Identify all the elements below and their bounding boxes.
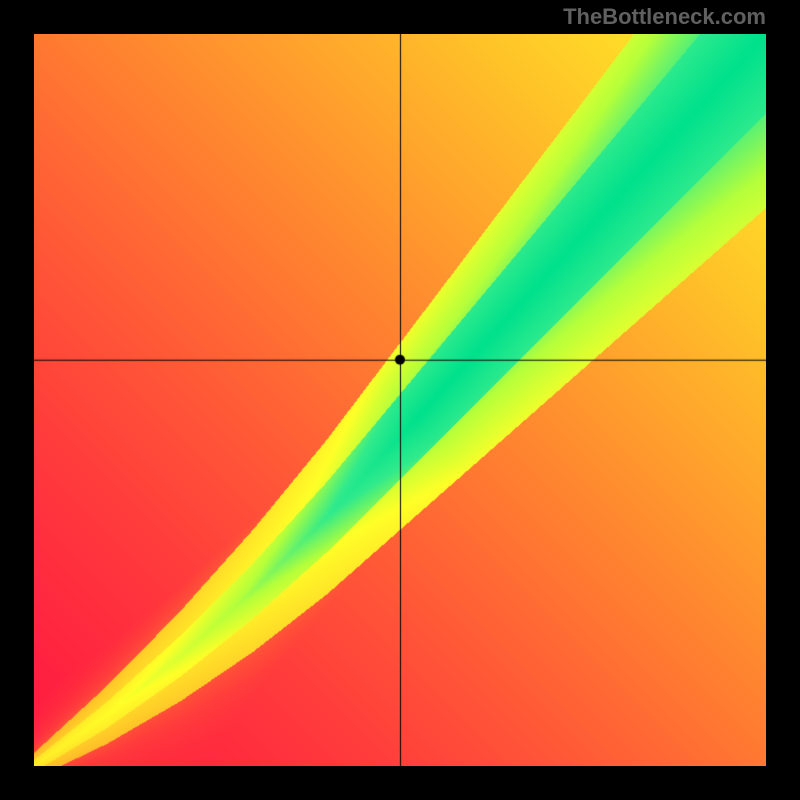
heatmap-canvas (34, 34, 766, 766)
chart-container: TheBottleneck.com (0, 0, 800, 800)
watermark-text: TheBottleneck.com (563, 4, 766, 30)
plot-area (34, 34, 766, 766)
